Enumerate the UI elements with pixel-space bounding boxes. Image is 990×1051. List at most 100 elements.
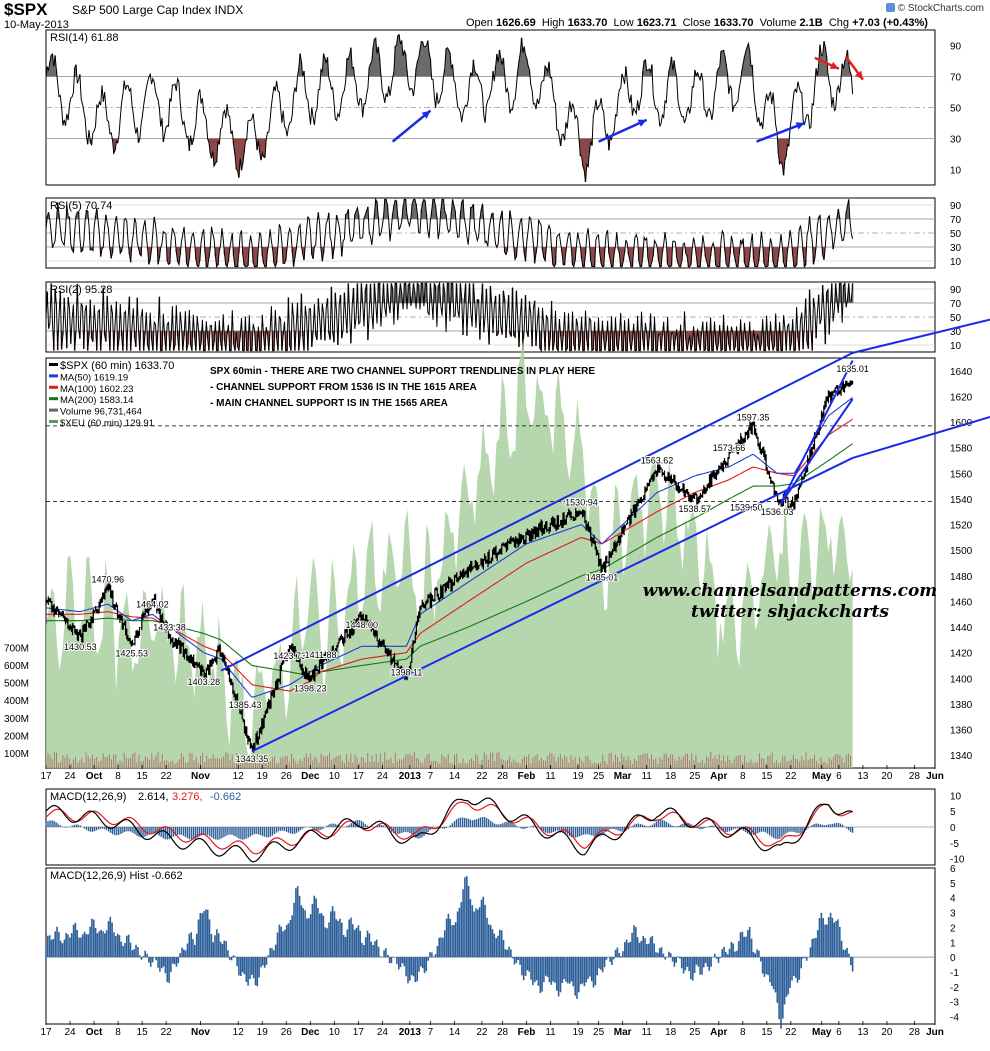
- price-tick-label: 1620: [950, 392, 973, 403]
- price-x-axis-label: 12: [233, 771, 245, 782]
- macd-tick-label: -5: [950, 839, 959, 850]
- rsi14-blue-arrow-head: [637, 119, 647, 127]
- price-x-axis-label: 17: [40, 771, 52, 782]
- bottom-x-axis-label: Nov: [191, 1027, 210, 1038]
- bottom-x-axis-label: 19: [257, 1027, 269, 1038]
- bottom-x-axis-label: 22: [161, 1027, 173, 1038]
- price-tick-label: 1340: [950, 751, 973, 762]
- rsi14-tick-label: 10: [950, 166, 962, 177]
- price-x-axis-label: 15: [761, 771, 773, 782]
- legend-xeu: $XEU (60 min) 129.91: [60, 418, 154, 429]
- price-point-label: 1385.43: [229, 700, 262, 710]
- price-x-axis-label: 18: [665, 771, 677, 782]
- price-point-label: 1343.35: [236, 754, 269, 764]
- price-x-axis-label: 15: [137, 771, 149, 782]
- rsi14-tick-label: 90: [950, 42, 962, 53]
- macd-hist-bars: [45, 876, 854, 1029]
- bottom-x-axis-label: 25: [689, 1027, 701, 1038]
- rsi5-overbought-fill: [46, 199, 850, 219]
- price-tick-label: 1420: [950, 649, 973, 660]
- volume-tick-label: 300M: [4, 714, 29, 725]
- annotation-line: SPX 60min - THERE ARE TWO CHANNEL SUPPOR…: [210, 366, 595, 377]
- macd-tick-label: -10: [950, 855, 965, 866]
- price-point-label: 1448.00: [346, 620, 379, 630]
- bottom-x-axis-label: 10: [329, 1027, 341, 1038]
- price-x-axis-label: 10: [329, 771, 341, 782]
- bottom-x-axis-label: 25: [593, 1027, 605, 1038]
- macd-hist-tick-label: 2: [950, 923, 956, 934]
- macd-hist-tick-label: 1: [950, 938, 956, 949]
- rsi5-tick-label: 30: [950, 243, 962, 254]
- volume-tick-label: 600M: [4, 661, 29, 672]
- price-x-axis-label: 7: [428, 771, 434, 782]
- legend-swatch-xeu: [49, 420, 58, 423]
- price-x-axis-label: 8: [740, 771, 746, 782]
- volume-tick-label: 700M: [4, 643, 29, 654]
- price-point-label: 1538.57: [678, 504, 711, 514]
- watermark-twitter: twitter: shjackcharts: [691, 602, 889, 622]
- price-point-label: 1464.02: [136, 599, 169, 609]
- rsi2-tick-label: 90: [950, 285, 962, 296]
- price-x-axis-label: 22: [161, 771, 173, 782]
- bottom-x-axis-label: 26: [281, 1027, 293, 1038]
- price-point-label: 1411.88: [305, 650, 337, 660]
- price-tick-label: 1480: [950, 572, 973, 583]
- price-tick-label: 1460: [950, 597, 973, 608]
- price-tick-label: 1640: [950, 367, 973, 378]
- volume-tick-label: 500M: [4, 679, 29, 690]
- macd-legend-name: MACD(12,26,9): [50, 791, 126, 803]
- rsi5-legend: RSI(5) 70.74: [50, 200, 112, 212]
- price-tick-label: 1600: [950, 418, 973, 429]
- rsi2-series-line: [45, 281, 854, 353]
- price-x-axis-label: 13: [857, 771, 869, 782]
- price-x-axis-label: 11: [641, 771, 652, 782]
- price-x-axis-label: Apr: [710, 771, 727, 782]
- bottom-x-axis-label: 28: [909, 1027, 921, 1038]
- price-x-axis-label: 14: [449, 771, 461, 782]
- price-point-label: 1433.38: [153, 623, 186, 633]
- macd-tick-label: 5: [950, 807, 956, 818]
- bottom-x-axis-label: 2013: [399, 1027, 422, 1038]
- price-point-label: 1430.53: [64, 642, 97, 652]
- price-x-axis-label: May: [812, 771, 832, 782]
- price-x-axis-label: 6: [836, 771, 842, 782]
- channel-trendline: [779, 360, 854, 505]
- legend-swatch-ma50: [49, 374, 58, 378]
- rsi14-red-arrow-head: [854, 70, 863, 80]
- bottom-x-axis-label: 11: [641, 1027, 652, 1038]
- legend-swatch-price: [49, 363, 58, 366]
- legend-price: $SPX (60 min) 1633.70: [60, 360, 174, 372]
- macd-hist-tick-label: -2: [950, 983, 959, 994]
- legend-ma50: MA(50) 1619.19: [60, 372, 128, 383]
- price-tick-label: 1520: [950, 521, 973, 532]
- price-point-label: 1398.11: [390, 668, 422, 678]
- bottom-x-axis-label: 19: [572, 1027, 584, 1038]
- rsi14-legend: RSI(14) 61.88: [50, 32, 118, 44]
- price-tick-label: 1440: [950, 623, 973, 634]
- volume-bars: [47, 752, 851, 768]
- rsi14-blue-arrow: [756, 121, 806, 143]
- watermark-url: www.channelsandpatterns.com: [643, 581, 938, 601]
- channel-trendline-extension: [852, 415, 990, 459]
- price-point-label: 1635.01: [836, 364, 869, 374]
- price-x-axis-label: 19: [572, 771, 584, 782]
- bottom-x-axis-label: 15: [137, 1027, 149, 1038]
- price-point-label: 1425.53: [116, 649, 149, 659]
- bottom-x-axis-label: 17: [40, 1027, 52, 1038]
- low-value: 1623.71: [636, 17, 677, 29]
- price-point-label: 1398.23: [294, 684, 327, 694]
- bottom-x-axis-label: May: [812, 1027, 832, 1038]
- bottom-x-axis-label: 28: [497, 1027, 509, 1038]
- legend-ma200: MA(200) 1583.14: [60, 395, 133, 406]
- price-tick-label: 1360: [950, 726, 973, 737]
- ohlc-readout: Open 1626.69 High 1633.70 Low 1623.71 Cl…: [466, 17, 928, 29]
- bottom-x-axis-label: Oct: [86, 1027, 103, 1038]
- ma200-line: [46, 443, 853, 677]
- price-tick-label: 1580: [950, 444, 973, 455]
- macd-legend-value: 2.614,: [138, 791, 169, 803]
- chg-label: Chg: [828, 17, 849, 29]
- macd-hist-tick-label: 0: [950, 953, 956, 964]
- bottom-x-axis-label: 22: [476, 1027, 488, 1038]
- legend-swatch-volume: [49, 408, 58, 412]
- rsi14-blue-arrow-head: [421, 110, 431, 119]
